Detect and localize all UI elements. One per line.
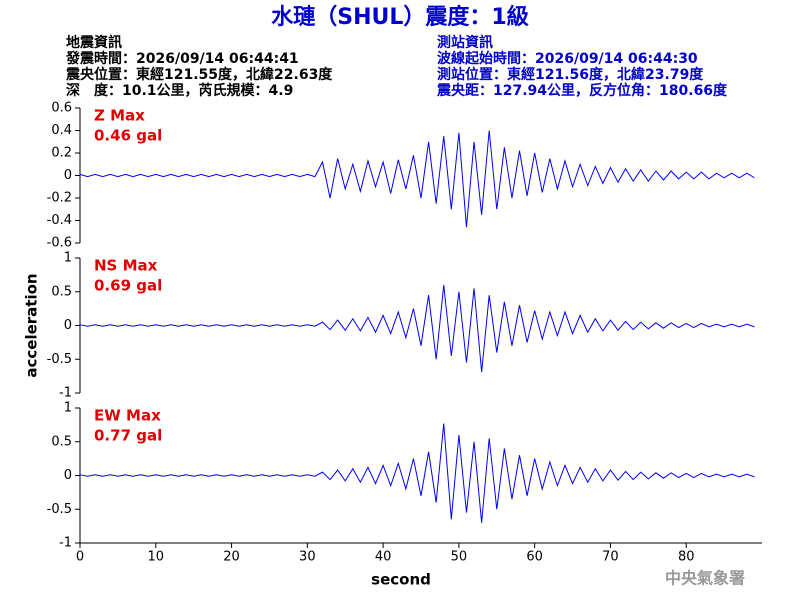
waveform xyxy=(79,423,755,523)
y-tick-label: -0.4 xyxy=(47,213,72,228)
y-tick-label: 0.5 xyxy=(51,434,72,449)
x-tick-label: 80 xyxy=(678,550,695,565)
waveform xyxy=(79,130,755,228)
max-label: 0.46 gal xyxy=(94,127,162,145)
x-tick-label: 60 xyxy=(526,550,543,565)
max-label: NS Max xyxy=(94,257,158,275)
station-info: 測站資訊 波線起始時間：2026/09/14 06:44:30 測站位置：東經1… xyxy=(436,34,728,99)
y-tick-label: 0.4 xyxy=(51,123,72,138)
info-line: 震央位置：東經121.55度，北緯22.63度 xyxy=(65,66,333,83)
y-tick-label: -1 xyxy=(59,386,72,401)
x-tick-label: 50 xyxy=(451,550,468,565)
event-info: 地震資訊 發震時間：2026/09/14 06:44:41 震央位置：東經121… xyxy=(65,34,333,99)
x-tick-label: 40 xyxy=(375,550,392,565)
x-tick-label: 70 xyxy=(602,550,619,565)
y-tick-label: -0.2 xyxy=(47,191,72,206)
title: 水璉（SHUL）震度：1級 xyxy=(271,4,528,30)
max-label: Z Max xyxy=(94,107,145,125)
info-line: 地震資訊 xyxy=(66,34,122,51)
y-tick-label: -0.5 xyxy=(47,502,72,517)
max-label: 0.69 gal xyxy=(94,277,162,295)
x-tick-label: 20 xyxy=(223,550,240,565)
y-axis-label: acceleration xyxy=(23,273,41,377)
y-tick-label: -0.5 xyxy=(47,352,72,367)
y-tick-label: -1 xyxy=(59,536,72,551)
info-line: 發震時間：2026/09/14 06:44:41 xyxy=(65,50,299,67)
x-tick-label: 30 xyxy=(299,550,316,565)
waveform xyxy=(79,284,755,373)
y-tick-label: 0.6 xyxy=(51,101,72,116)
y-tick-label: 0 xyxy=(64,318,72,333)
info-line: 波線起始時間：2026/09/14 06:44:30 xyxy=(437,50,698,67)
x-axis-label: second xyxy=(371,571,431,589)
x-tick-label: 10 xyxy=(148,550,165,565)
info-line: 震央距：127.94公里，反方位角：180.66度 xyxy=(436,82,728,99)
y-tick-label: 0 xyxy=(64,168,72,183)
y-tick-label: 0.5 xyxy=(51,284,72,299)
y-tick-label: 0.2 xyxy=(51,146,72,161)
y-tick-label: 1 xyxy=(64,251,72,266)
info-line: 深 度：10.1公里，芮氏規模：4.9 xyxy=(66,82,293,99)
agency: 中央氣象署 xyxy=(665,569,745,588)
max-label: EW Max xyxy=(94,407,161,425)
max-label: 0.77 gal xyxy=(94,427,162,445)
y-tick-label: 1 xyxy=(64,401,72,416)
x-tick-label: 0 xyxy=(76,550,84,565)
info-line: 測站資訊 xyxy=(437,34,493,51)
y-tick-label: -0.6 xyxy=(47,236,72,251)
y-tick-label: 0 xyxy=(64,468,72,483)
info-line: 測站位置：東經121.56度，北緯23.79度 xyxy=(437,66,704,83)
